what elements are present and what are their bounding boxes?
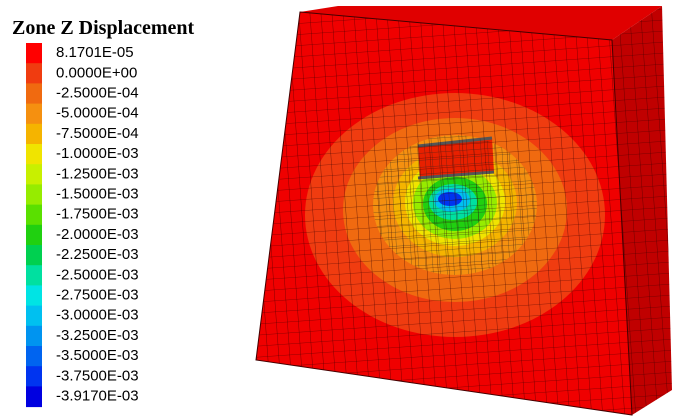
legend-swatch <box>26 265 42 286</box>
legend: 8.1701E-05 0.0000E+00 -2.5000E-04 -5.0000E-… <box>26 43 139 407</box>
legend-swatch <box>26 225 42 246</box>
legend-swatch <box>26 366 42 387</box>
legend-label: -1.2500E-03 <box>56 165 139 182</box>
legend-label: 8.1701E-05 <box>56 44 134 61</box>
legend-label: -3.2500E-03 <box>56 327 139 344</box>
legend-swatch <box>26 245 42 266</box>
legend-swatch <box>26 83 42 104</box>
legend-swatch <box>26 164 42 185</box>
legend-label: -1.0000E-03 <box>56 145 139 162</box>
legend-label: 0.0000E+00 <box>56 64 137 81</box>
legend-label: -3.5000E-03 <box>56 347 139 364</box>
screenshot: Zone Z Displacement 8.1701E-05 0.0000E+00… <box>0 0 675 417</box>
legend-swatch <box>26 326 42 347</box>
legend-swatch <box>26 285 42 306</box>
legend-swatch <box>26 63 42 84</box>
legend-label: -1.5000E-03 <box>56 185 139 202</box>
legend-label: -3.0000E-03 <box>56 307 139 324</box>
legend-label: -2.2500E-03 <box>56 246 139 263</box>
legend-label: -2.5000E-04 <box>56 84 139 101</box>
legend-swatch <box>26 346 42 367</box>
legend-swatch <box>26 386 42 407</box>
legend-label: -3.9170E-03 <box>56 387 139 404</box>
legend-swatch <box>26 184 42 205</box>
legend-label: -3.7500E-03 <box>56 367 139 384</box>
legend-label: -7.5000E-04 <box>56 125 139 142</box>
legend-title: Zone Z Displacement <box>12 17 195 39</box>
legend-swatch <box>26 144 42 165</box>
model <box>256 6 672 415</box>
legend-swatch <box>26 124 42 145</box>
legend-swatch <box>26 104 42 125</box>
legend-swatch <box>26 43 42 64</box>
legend-label: -1.7500E-03 <box>56 206 139 223</box>
legend-label: -5.0000E-04 <box>56 105 139 122</box>
contours <box>256 12 632 415</box>
legend-label: -2.5000E-03 <box>56 266 139 283</box>
legend-label: -2.0000E-03 <box>56 226 139 243</box>
legend-swatch <box>26 306 42 327</box>
legend-label: -2.7500E-03 <box>56 286 139 303</box>
view: Zone Z Displacement 8.1701E-05 0.0000E+00… <box>0 0 675 417</box>
legend-swatch <box>26 205 42 226</box>
